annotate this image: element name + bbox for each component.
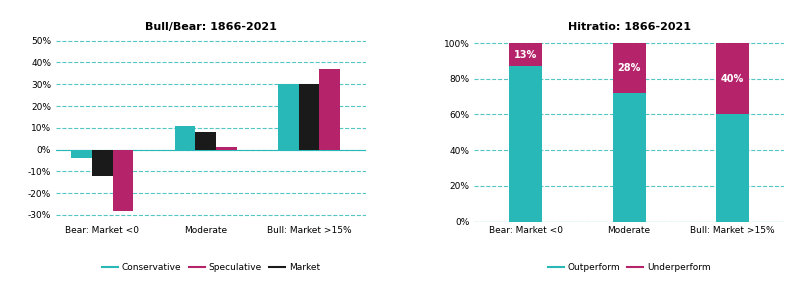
Bar — [319, 69, 340, 150]
Text: 40%: 40% — [721, 74, 744, 84]
Bar — [510, 66, 542, 222]
Legend: Outperform, Underperform: Outperform, Underperform — [544, 260, 714, 276]
Bar — [510, 43, 542, 66]
Bar — [298, 84, 319, 150]
Bar — [716, 43, 749, 114]
Bar — [71, 150, 92, 158]
Title: Hitratio: 1866-2021: Hitratio: 1866-2021 — [568, 22, 690, 32]
Bar — [174, 126, 195, 150]
Title: Bull/Bear: 1866-2021: Bull/Bear: 1866-2021 — [145, 22, 277, 32]
Text: 13%: 13% — [514, 50, 538, 60]
Bar — [113, 150, 134, 211]
Bar — [216, 147, 237, 150]
Legend: Conservative, Speculative, Market: Conservative, Speculative, Market — [98, 260, 323, 276]
Bar — [92, 150, 113, 176]
Bar — [278, 84, 298, 150]
Bar — [613, 43, 646, 93]
Bar — [716, 114, 749, 222]
Bar — [195, 132, 216, 150]
Bar — [613, 93, 646, 222]
Text: 28%: 28% — [618, 63, 641, 73]
